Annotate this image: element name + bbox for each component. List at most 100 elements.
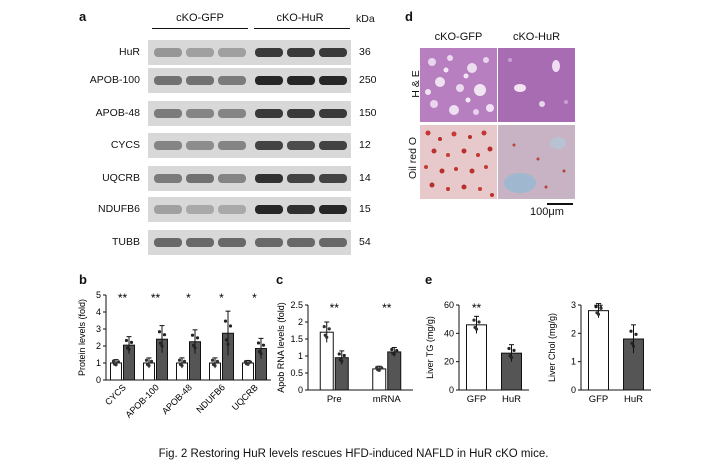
blot-strip [148, 230, 351, 255]
data-point [322, 324, 326, 329]
y-axis-label: Liver Chol (mg/g) [547, 313, 557, 382]
chart-liver-chol: 0 1 2 3 Liver Chol (mg/g) ** GFP HuR [547, 300, 651, 405]
blot-strip [148, 197, 351, 222]
data-point [124, 338, 129, 343]
data-point [116, 360, 121, 364]
data-point [337, 352, 341, 356]
y-tick-label: 2 [96, 341, 101, 351]
blot-band [218, 141, 246, 150]
significance-mark: ** [382, 301, 392, 315]
data-point [342, 353, 346, 358]
data-point [256, 341, 261, 345]
scale-bar-label: 100μm [530, 206, 564, 218]
blot-row-kda: 14 [359, 172, 371, 184]
blot-band [186, 76, 214, 85]
data-point [391, 351, 395, 355]
x-tick-label: mRNA [373, 394, 402, 405]
data-point [149, 359, 154, 363]
y-tick-label: 0 [449, 385, 454, 395]
group-underline [152, 28, 248, 29]
data-point [599, 306, 603, 310]
oilredo-ckogfp-image [420, 125, 497, 199]
figure-caption: Fig. 2 Restoring HuR levels rescues HFD-… [158, 448, 549, 460]
y-tick-label: 5 [96, 290, 101, 300]
data-point [190, 333, 195, 337]
data-point [144, 358, 149, 362]
blot-row-kda: 250 [359, 74, 377, 86]
panel-label-c: c [276, 272, 284, 287]
blot-row-kda: 36 [359, 46, 371, 58]
blot-band [319, 109, 347, 118]
blot-band [186, 141, 214, 150]
histology-row-oilredo: Oil red O [407, 137, 419, 180]
data-point [594, 305, 598, 309]
panel-label-d: d [405, 9, 413, 24]
chart-liver-tg: 0 20 40 60 Liver TG (mg/g) ** GFP HuR [425, 300, 529, 405]
x-tick-label: HuR [502, 394, 521, 405]
blot-band [186, 48, 214, 57]
blot-row-label: NDUFB6 [97, 203, 140, 215]
y-tick-label: 0 [96, 375, 101, 385]
x-tick-label: GFP [589, 394, 609, 405]
y-axis-label: Protein levels (fold) [77, 299, 87, 376]
blot-band [186, 109, 214, 118]
y-axis-label: Apob RNA levels (fold) [276, 302, 286, 393]
histology-col-ckohur: cKO-HuR [512, 31, 561, 43]
y-tick-label: 60 [444, 300, 454, 310]
blot-band [154, 141, 182, 150]
he-ckogfp-image [420, 48, 497, 122]
blot-band [186, 238, 214, 247]
data-point [390, 347, 394, 352]
data-point [191, 343, 196, 347]
data-point [512, 348, 516, 352]
blot-row-kda: 12 [359, 139, 371, 151]
blot-band [186, 205, 214, 214]
blot-row-label: APOB-48 [95, 107, 140, 119]
blot-band [218, 109, 246, 118]
bar [372, 368, 387, 391]
blot-band [319, 205, 347, 214]
data-point [248, 360, 253, 364]
significance-mark: * [219, 291, 224, 305]
data-point [395, 348, 399, 353]
histology-panel: cKO-GFP cKO-HuR H & E Oil red O [400, 0, 707, 260]
data-point [111, 359, 116, 363]
data-point [244, 362, 249, 366]
blot-band [287, 238, 315, 247]
data-point [224, 338, 229, 342]
blot-band [154, 205, 182, 214]
blot-band [218, 76, 246, 85]
data-point [595, 311, 599, 315]
data-point [473, 325, 477, 329]
blot-band [319, 141, 347, 150]
histology-col-ckogfp: cKO-GFP [434, 31, 483, 43]
blot-band [287, 48, 315, 57]
blot-band [287, 174, 315, 183]
blot-strip [148, 68, 351, 93]
blot-band [255, 76, 283, 85]
y-tick-label: 1 [571, 357, 576, 367]
y-tick-label: 3 [96, 324, 101, 334]
blot-row-label: CYCS [110, 139, 140, 151]
blot-band [255, 174, 283, 183]
data-point [210, 358, 215, 362]
y-tick-label: 0 [571, 385, 576, 395]
data-point [630, 341, 634, 345]
panel-label-b: b [79, 272, 87, 287]
western-blot-panel: cKO-GFP cKO-HuR kDa HuR 36 APOB-100 250 APOB… [0, 0, 400, 260]
data-point [145, 362, 150, 367]
data-point [195, 336, 200, 340]
y-axis-label: Liver TG (mg/g) [425, 316, 435, 379]
blot-row-label: UQCRB [102, 172, 140, 184]
data-point [162, 333, 167, 337]
blot-strip [148, 133, 351, 158]
x-tick-label: CYCS [103, 382, 128, 407]
y-tick-label: 1 [298, 351, 303, 361]
blot-band [287, 141, 315, 150]
blot-band [154, 238, 182, 247]
blot-band [319, 48, 347, 57]
y-tick-label: 3 [571, 300, 576, 310]
blot-band [319, 174, 347, 183]
blot-band [186, 174, 214, 183]
